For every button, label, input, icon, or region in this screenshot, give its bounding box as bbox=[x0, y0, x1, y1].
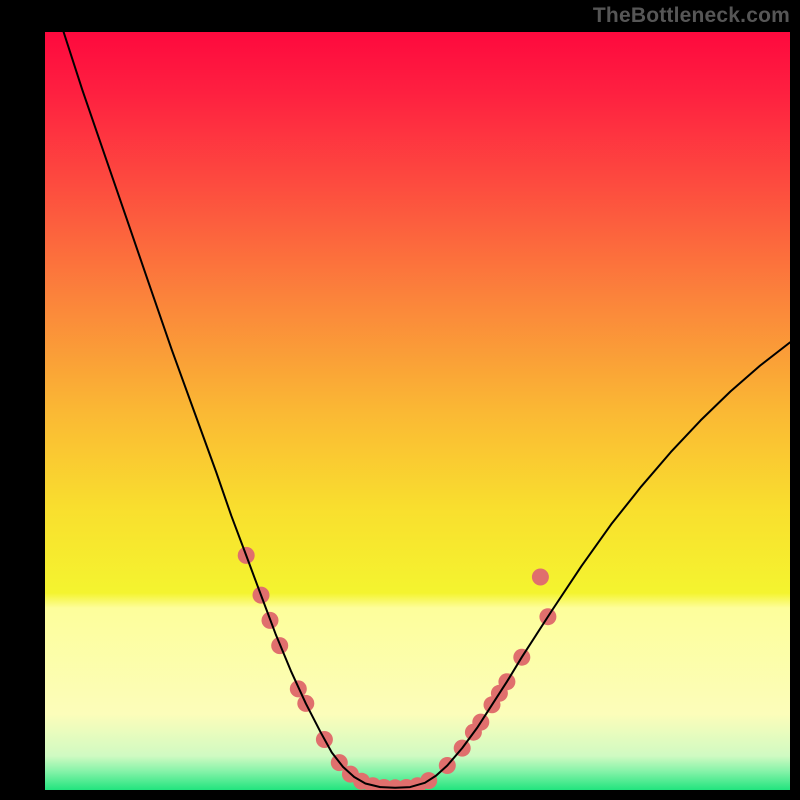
plot-background bbox=[45, 32, 790, 790]
curve-marker bbox=[532, 569, 549, 586]
attribution-label: TheBottleneck.com bbox=[593, 4, 790, 28]
chart-svg bbox=[0, 0, 800, 800]
bottleneck-chart: TheBottleneck.com bbox=[0, 0, 800, 800]
